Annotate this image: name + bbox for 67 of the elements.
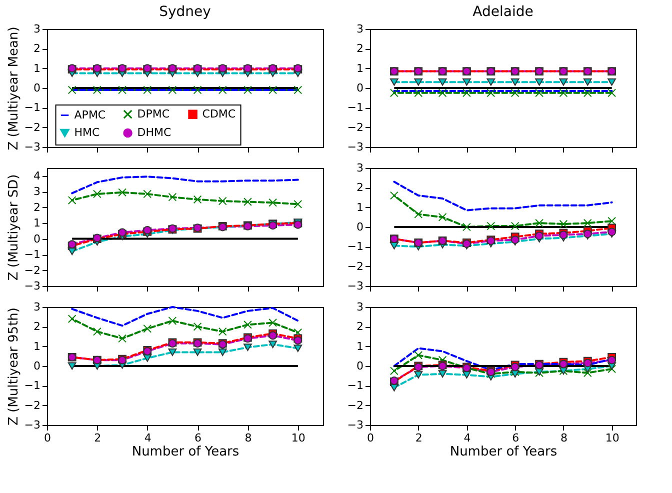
x-tick-label: 10 [605,432,620,444]
chart-title: Sydney [159,4,211,20]
y-tick-label: −1 [347,379,364,392]
y-tick-label: 2 [34,320,40,334]
y-tick-label: 0 [34,232,40,246]
y-tick-label: 1 [34,216,40,230]
y-tick-label: −2 [24,398,40,412]
y-tick-label: 1 [356,200,364,214]
y-tick-label: 3 [356,300,364,314]
legend-label: HMC [74,126,100,140]
y-tick-label: 1 [356,62,364,75]
y-tick-label: 2 [356,42,364,56]
y-tick-label: 3 [34,300,40,314]
y-tick-label: 2 [356,181,364,194]
y-axis-title: Z (Multiyear Mean) [6,26,22,150]
y-tick-label: −3 [347,280,364,292]
y-tick-label: −3 [347,418,364,432]
x-tick-label: 4 [144,432,152,444]
y-tick-label: −2 [24,120,40,134]
y-tick-label: 1 [34,340,40,353]
x-tick-label: 10 [291,432,306,444]
y-tick-label: −1 [24,101,40,114]
y-tick-label: 3 [34,22,40,36]
x-tick-label: 2 [94,432,102,444]
y-tick-label: 2 [34,200,40,214]
y-axis-title: Z (Multiyear 95th) [6,308,22,426]
y-tick-label: −3 [24,280,40,292]
y-tick-label: 0 [34,360,40,372]
y-tick-label: −1 [347,240,364,254]
y-tick-label: −1 [24,379,40,392]
y-tick-label: −2 [347,260,364,273]
y-tick-label: −3 [24,140,40,154]
y-tick-label: 3 [34,185,40,198]
y-tick-label: 1 [34,62,40,75]
y-tick-label: 3 [356,162,364,174]
x-tick-label: 0 [367,432,374,444]
legend-label: APMC [74,108,106,122]
y-tick-label: 2 [34,42,40,56]
chart-title: Adelaide [472,4,534,20]
x-tick-label: 0 [44,432,51,444]
y-axis-title: Z (Multiyear SD) [6,174,22,281]
x-axis-title: Number of Years [450,444,558,460]
legend-label: DPMC [137,107,170,120]
y-tick-label: −1 [347,101,364,114]
y-tick-label: 0 [356,220,364,234]
y-tick-label: 3 [356,22,364,36]
y-tick-label: 0 [356,82,364,94]
y-tick-label: 0 [356,360,364,372]
y-tick-label: −3 [24,418,40,432]
y-tick-label: −2 [24,264,40,277]
y-tick-label: −2 [347,398,364,412]
x-tick-label: 6 [512,432,520,444]
x-axis-title: Number of Years [132,444,240,460]
y-tick-label: 2 [356,320,364,334]
y-tick-label: 1 [356,340,364,353]
legend-label: CDMC [202,107,236,120]
x-tick-label: 8 [560,432,568,444]
x-tick-label: 2 [415,432,422,444]
y-tick-label: −3 [347,140,364,154]
x-tick-label: 6 [194,432,202,444]
x-tick-label: 4 [464,432,471,444]
y-tick-label: 0 [34,82,40,94]
y-tick-label: −1 [24,248,40,262]
x-tick-label: 8 [244,432,252,444]
legend-label: DHMC [137,126,172,140]
y-tick-label: 4 [34,169,40,182]
y-tick-label: −2 [347,120,364,134]
